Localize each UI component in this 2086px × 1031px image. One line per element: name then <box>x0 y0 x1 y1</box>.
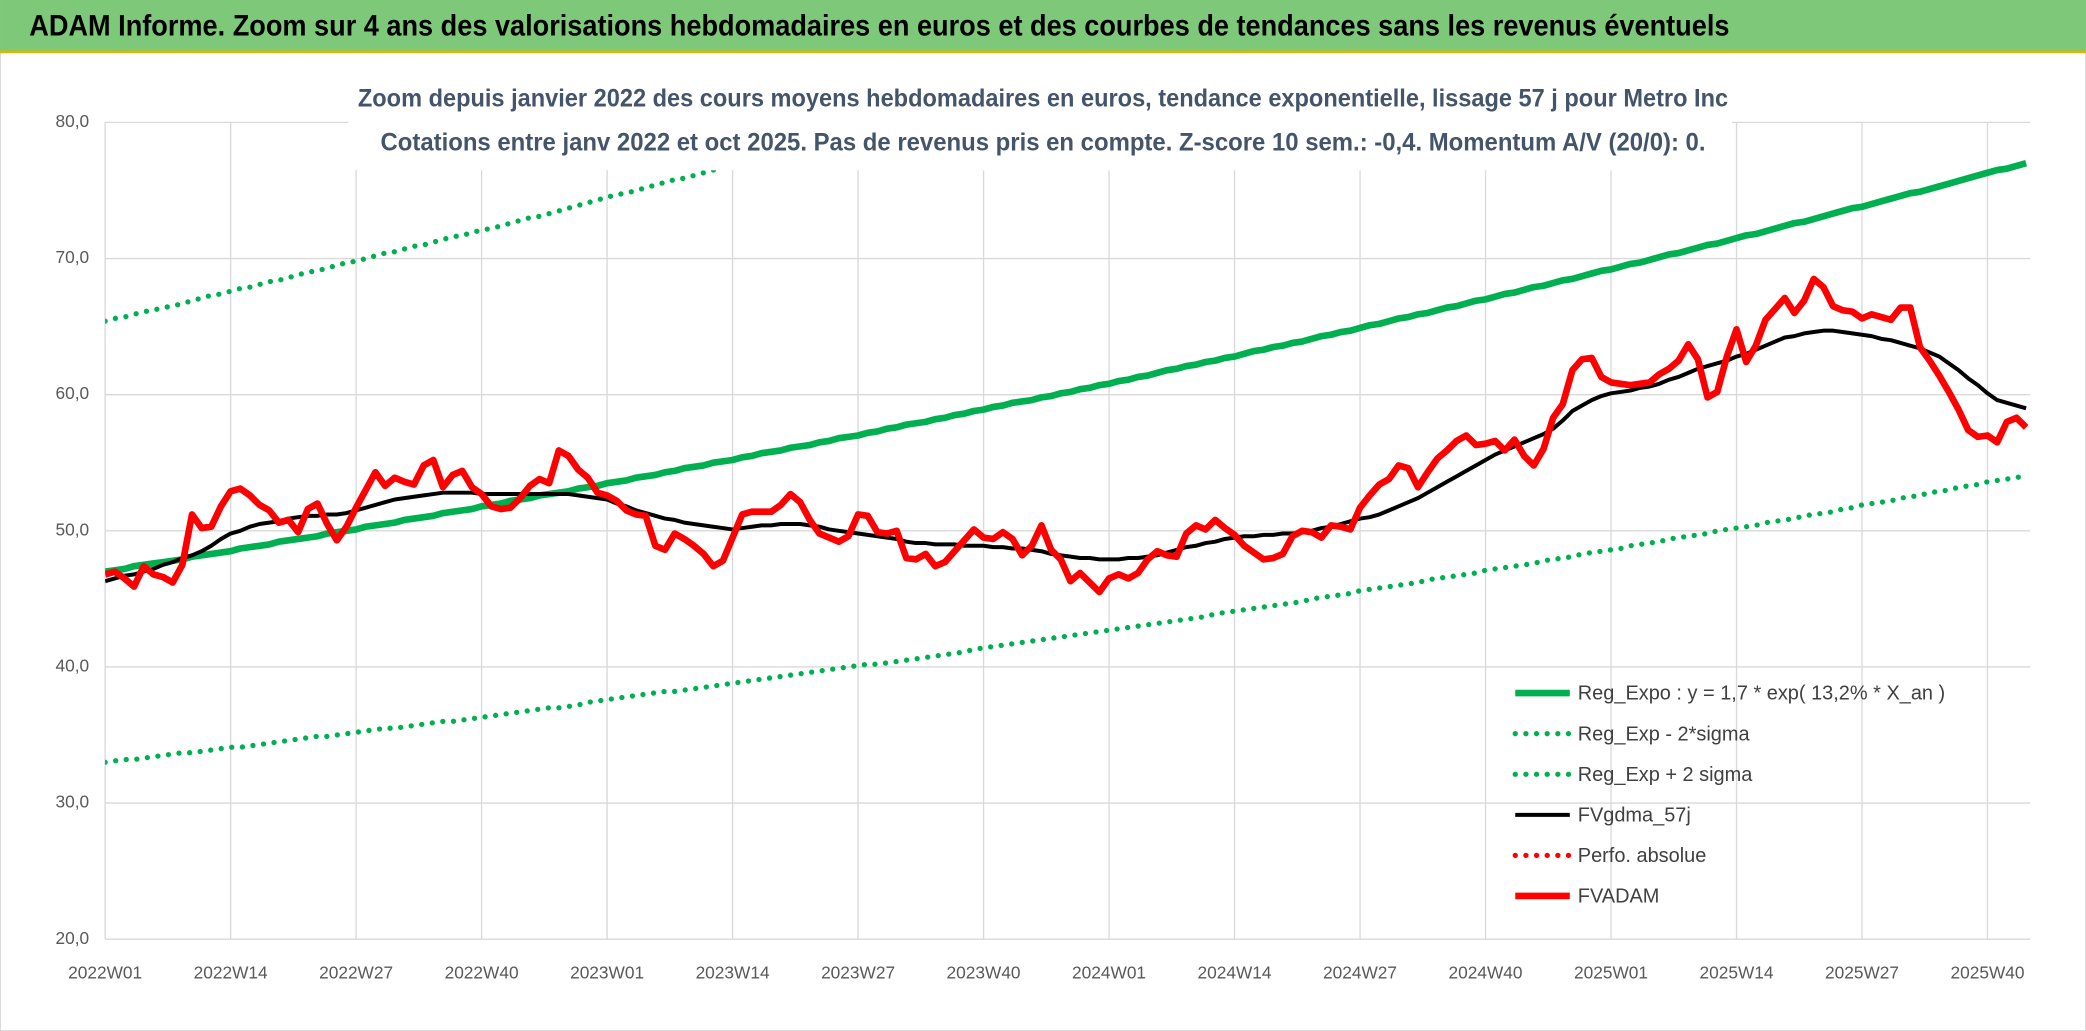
x-tick-label: 2022W14 <box>194 962 268 982</box>
legend-label: FVADAM <box>1578 886 1660 908</box>
series-line <box>105 160 2028 575</box>
x-tick-label: 2025W01 <box>1574 962 1648 982</box>
y-tick-label: 20,0 <box>56 928 90 948</box>
header-title: ADAM Informe. Zoom sur 4 ans des valoris… <box>29 11 1729 43</box>
series-line <box>105 275 2029 596</box>
title-box <box>348 77 1733 171</box>
legend-label: Reg_Expo : y = 1,7 * exp( 13,2% * X_an ) <box>1578 683 1945 705</box>
x-tick-label: 2022W27 <box>319 962 393 982</box>
x-tick-label: 2024W01 <box>1072 962 1146 982</box>
x-tick-label: 2022W01 <box>68 962 142 982</box>
header-band <box>0 0 2086 52</box>
plot-area <box>105 122 2029 765</box>
series-line <box>105 328 2027 584</box>
x-tick-label: 2023W01 <box>570 962 644 982</box>
x-tick-label: 2025W14 <box>1700 962 1774 982</box>
series-line <box>105 472 2029 765</box>
y-tick-label: 70,0 <box>56 247 90 267</box>
x-tick-label: 2024W14 <box>1198 962 1272 982</box>
x-tick-label: 2023W14 <box>696 962 770 982</box>
y-tick-label: 30,0 <box>56 792 90 812</box>
legend-label: FVgdma_57j <box>1578 804 1691 826</box>
x-tick-label: 2025W40 <box>1951 962 2025 982</box>
x-tick-label: 2025W27 <box>1825 962 1899 982</box>
legend-label: Reg_Exp + 2 sigma <box>1578 764 1753 786</box>
chart-subtitle: Cotations entre janv 2022 et oct 2025. P… <box>380 128 1705 156</box>
x-tick-label: 2024W27 <box>1323 962 1397 982</box>
legend: Reg_Expo : y = 1,7 * exp( 13,2% * X_an )… <box>1512 683 1945 908</box>
x-tick-label: 2023W40 <box>947 962 1021 982</box>
y-tick-label: 50,0 <box>56 519 90 539</box>
y-tick-label: 60,0 <box>56 383 90 403</box>
x-tick-label: 2023W27 <box>821 962 895 982</box>
header-rule <box>0 50 2086 54</box>
legend-label: Reg_Exp - 2*sigma <box>1578 723 1751 745</box>
series-line <box>105 122 897 324</box>
y-tick-label: 80,0 <box>56 111 90 131</box>
x-tick-label: 2024W40 <box>1449 962 1523 982</box>
y-tick-label: 40,0 <box>56 655 90 675</box>
legend-label: Perfo. absolue <box>1578 845 1707 867</box>
x-tick-label: 2022W40 <box>445 962 519 982</box>
chart-title: Zoom depuis janvier 2022 des cours moyen… <box>358 84 1728 112</box>
